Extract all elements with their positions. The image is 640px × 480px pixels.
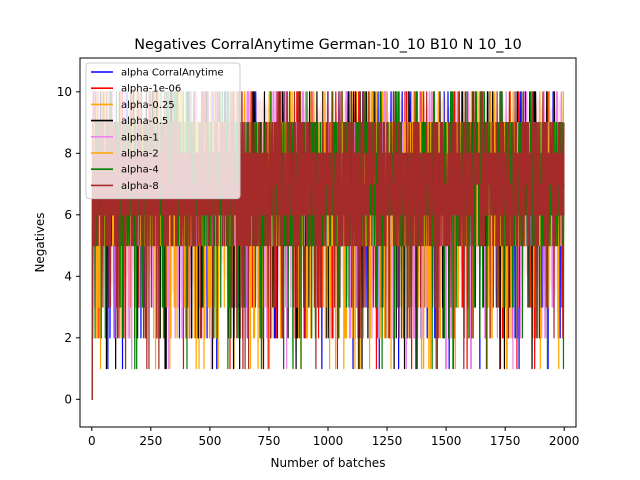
legend-label: alpha-2 xyxy=(121,149,159,160)
legend-label: alpha-4 xyxy=(121,165,159,176)
x-tick-label: 0 xyxy=(88,434,96,448)
legend-label: alpha-1e-06 xyxy=(121,84,181,95)
legend-label: alpha-8 xyxy=(121,181,159,192)
y-tick-label: 6 xyxy=(64,208,72,222)
y-axis: 0 2 4 6 8 10 xyxy=(57,85,80,406)
x-tick-label: 1500 xyxy=(431,434,462,448)
series-line-8 xyxy=(91,91,565,400)
legend-label: alpha-0.5 xyxy=(121,116,168,127)
y-tick-label: 10 xyxy=(57,85,72,99)
x-axis-label: Number of batches xyxy=(271,456,386,470)
x-tick-label: 250 xyxy=(139,434,162,448)
legend-label: alpha CorralAnytime xyxy=(121,68,224,79)
legend-box xyxy=(85,62,241,200)
x-axis: 0 250 500 750 1000 1250 1500 1750 2000 xyxy=(88,427,579,448)
x-tick-label: 750 xyxy=(257,434,280,448)
x-tick-label: 1000 xyxy=(313,434,344,448)
x-tick-label: 2000 xyxy=(549,434,580,448)
y-tick-label: 4 xyxy=(64,269,72,283)
x-tick-label: 1750 xyxy=(490,434,521,448)
y-tick-label: 2 xyxy=(64,331,72,345)
y-tick-label: 0 xyxy=(64,392,72,406)
legend-label: alpha-0.25 xyxy=(121,100,175,111)
y-axis-label: Negatives xyxy=(33,212,47,272)
x-tick-label: 1250 xyxy=(372,434,403,448)
y-tick-label: 8 xyxy=(64,146,72,160)
legend: alpha CorralAnytime alpha-1e-06 alpha-0.25… xyxy=(85,62,241,200)
legend-label: alpha-1 xyxy=(121,132,159,143)
chart-title: Negatives CorralAnytime German-10_10 B10… xyxy=(134,37,522,53)
x-tick-label: 500 xyxy=(198,434,221,448)
